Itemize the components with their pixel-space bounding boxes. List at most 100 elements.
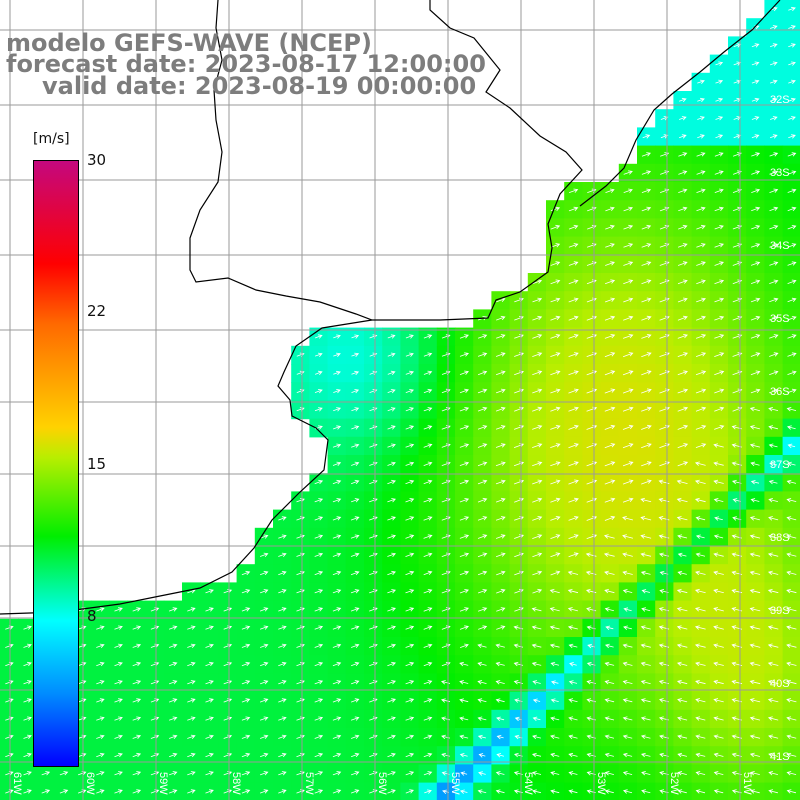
wind-arrow bbox=[677, 315, 688, 321]
wind-arrow bbox=[768, 425, 778, 430]
wind-arrow bbox=[695, 406, 707, 412]
lat-label: 37S bbox=[770, 459, 790, 471]
wind-arrow bbox=[715, 116, 724, 121]
wind-arrow bbox=[495, 643, 505, 648]
wind-arrow bbox=[495, 552, 506, 558]
wind-arrow bbox=[477, 425, 488, 430]
wind-arrow bbox=[786, 698, 797, 703]
wind-arrow bbox=[531, 771, 542, 776]
wind-arrow bbox=[278, 607, 287, 612]
wind-arrow bbox=[695, 370, 707, 376]
wind-arrow bbox=[751, 188, 761, 193]
wind-arrow bbox=[23, 771, 32, 776]
speed-cell bbox=[436, 782, 456, 800]
wind-arrow bbox=[568, 497, 579, 503]
lat-label: 39S bbox=[770, 605, 790, 617]
wind-arrow bbox=[715, 79, 724, 84]
wind-arrow bbox=[769, 297, 779, 303]
wind-arrow bbox=[751, 61, 760, 66]
wind-arrow bbox=[603, 552, 615, 557]
lon-label: 51W bbox=[741, 772, 753, 795]
wind-arrow bbox=[278, 552, 287, 557]
wind-arrow bbox=[41, 789, 51, 794]
wind-arrow bbox=[568, 734, 578, 740]
wind-arrow bbox=[314, 352, 323, 357]
wind-arrow bbox=[187, 625, 196, 630]
wind-arrow bbox=[713, 734, 724, 739]
wind-arrow bbox=[387, 752, 396, 758]
wind-arrow bbox=[713, 752, 724, 758]
wind-arrow bbox=[405, 389, 414, 394]
wind-arrow bbox=[768, 789, 778, 794]
wind-arrow bbox=[695, 771, 706, 776]
wind-arrow bbox=[714, 297, 725, 303]
wind-arrow bbox=[168, 752, 178, 758]
wind-arrow bbox=[640, 534, 652, 539]
speed-cell bbox=[728, 782, 747, 800]
wind-arrow bbox=[622, 771, 633, 776]
wind-arrow bbox=[477, 698, 487, 703]
wind-arrow bbox=[278, 789, 287, 794]
wind-arrow bbox=[114, 789, 123, 794]
wind-arrow bbox=[604, 406, 616, 412]
wind-arrow bbox=[405, 516, 415, 521]
wind-arrow bbox=[713, 698, 724, 703]
wind-arrow bbox=[241, 716, 251, 721]
wind-arrow bbox=[623, 607, 632, 612]
wind-arrow bbox=[387, 352, 396, 357]
wind-arrow bbox=[622, 461, 634, 467]
wind-arrow bbox=[568, 716, 578, 721]
wind-arrow bbox=[622, 352, 634, 358]
wind-arrow bbox=[332, 680, 342, 685]
wind-arrow bbox=[23, 734, 32, 739]
speed-cell bbox=[509, 782, 529, 800]
wind-arrow bbox=[459, 643, 469, 648]
wind-arrow bbox=[550, 261, 561, 266]
wind-arrow bbox=[332, 425, 342, 430]
wind-arrow bbox=[604, 661, 615, 667]
wind-arrow bbox=[767, 661, 779, 667]
wind-arrow bbox=[532, 479, 543, 485]
wind-arrow bbox=[641, 261, 652, 266]
wind-arrow bbox=[550, 479, 561, 485]
wind-arrow bbox=[132, 716, 142, 721]
wind-arrow bbox=[496, 753, 505, 758]
wind-arrow bbox=[278, 570, 287, 576]
wind-arrow bbox=[205, 752, 214, 758]
wind-arrow bbox=[187, 771, 196, 776]
wind-arrow bbox=[459, 516, 470, 521]
wind-arrow bbox=[332, 771, 342, 776]
coastline-bay bbox=[0, 319, 373, 615]
wind-arrow bbox=[314, 716, 324, 721]
wind-arrow bbox=[460, 771, 468, 776]
wind-arrow bbox=[513, 643, 524, 648]
coastline-brazil bbox=[579, 0, 781, 207]
wind-arrow bbox=[332, 552, 342, 557]
wind-arrow bbox=[767, 679, 779, 685]
wind-arrow bbox=[132, 680, 142, 685]
wind-arrow bbox=[477, 497, 488, 503]
wind-arrow bbox=[350, 625, 360, 630]
wind-arrow bbox=[350, 589, 360, 594]
wind-arrow bbox=[423, 698, 433, 703]
wind-arrow bbox=[459, 352, 469, 357]
wind-arrow bbox=[788, 97, 796, 103]
wind-arrow bbox=[532, 443, 543, 448]
wind-arrow bbox=[715, 97, 724, 103]
wind-arrow bbox=[132, 661, 142, 667]
wind-arrow bbox=[96, 734, 105, 739]
wind-arrow bbox=[585, 570, 597, 576]
wind-arrow bbox=[387, 461, 396, 466]
wind-arrow bbox=[205, 734, 214, 739]
wind-arrow bbox=[568, 315, 579, 321]
wind-arrow bbox=[604, 716, 615, 721]
wind-arrow bbox=[550, 461, 561, 467]
wind-arrow bbox=[641, 352, 652, 358]
wind-arrow bbox=[405, 752, 415, 758]
wind-arrow bbox=[387, 643, 396, 648]
wind-arrow bbox=[423, 625, 433, 630]
wind-arrow bbox=[423, 334, 433, 339]
wind-arrow bbox=[332, 661, 342, 667]
wind-arrow bbox=[550, 443, 561, 448]
wind-arrow bbox=[531, 752, 542, 758]
